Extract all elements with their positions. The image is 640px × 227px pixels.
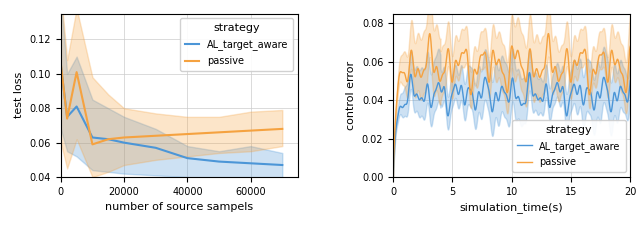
AL_target_aware xyxy=(104,138,112,141)
passive xyxy=(620,78,627,81)
passive xyxy=(620,78,627,80)
passive xyxy=(57,62,65,65)
X-axis label: number of source sampels: number of source sampels xyxy=(106,202,253,212)
passive xyxy=(278,128,286,130)
AL_target_aware xyxy=(73,105,81,108)
AL_target_aware xyxy=(88,136,96,139)
passive xyxy=(104,138,112,141)
AL_target_aware xyxy=(620,91,627,94)
passive xyxy=(184,133,191,136)
AL_target_aware xyxy=(184,157,191,160)
X-axis label: simulation_time(s): simulation_time(s) xyxy=(460,202,564,213)
AL_target_aware xyxy=(525,71,533,74)
AL_target_aware xyxy=(152,146,159,149)
passive xyxy=(247,129,255,132)
passive xyxy=(576,52,584,55)
passive xyxy=(499,71,506,73)
AL_target_aware xyxy=(57,64,65,67)
AL_target_aware xyxy=(120,141,128,144)
Y-axis label: control error: control error xyxy=(346,61,356,130)
AL_target_aware xyxy=(576,84,584,87)
passive xyxy=(545,32,552,35)
passive xyxy=(152,134,159,137)
AL_target_aware xyxy=(215,160,223,163)
passive xyxy=(120,136,128,139)
AL_target_aware xyxy=(620,91,627,94)
passive xyxy=(401,74,409,76)
Line: passive: passive xyxy=(393,34,630,177)
Line: passive: passive xyxy=(61,64,282,144)
Line: AL_target_aware: AL_target_aware xyxy=(61,65,282,165)
passive xyxy=(63,117,71,120)
AL_target_aware xyxy=(504,101,512,103)
AL_target_aware xyxy=(247,162,255,165)
Y-axis label: test loss: test loss xyxy=(14,72,24,118)
passive xyxy=(389,176,397,178)
passive xyxy=(88,143,96,146)
Legend: AL_target_aware, passive: AL_target_aware, passive xyxy=(512,120,625,172)
Legend: AL_target_aware, passive: AL_target_aware, passive xyxy=(180,18,293,71)
Line: AL_target_aware: AL_target_aware xyxy=(393,73,630,177)
passive xyxy=(504,84,512,87)
AL_target_aware xyxy=(627,79,634,82)
AL_target_aware xyxy=(63,116,71,118)
AL_target_aware xyxy=(401,103,409,106)
AL_target_aware xyxy=(389,176,397,178)
AL_target_aware xyxy=(278,164,286,166)
passive xyxy=(73,71,81,74)
AL_target_aware xyxy=(499,85,506,88)
passive xyxy=(215,131,223,134)
passive xyxy=(627,45,634,47)
